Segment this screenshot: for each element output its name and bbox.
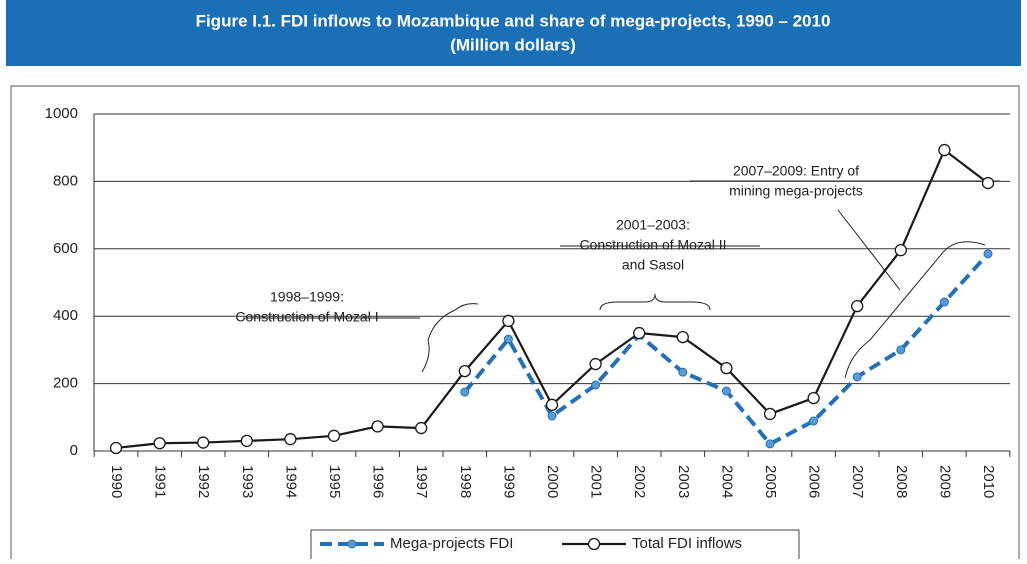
annotation: Construction of Mozal II	[579, 237, 726, 253]
marker	[591, 380, 601, 390]
y-tick-label: 0	[70, 442, 78, 459]
marker	[807, 391, 820, 405]
x-tick-label: 1999	[500, 465, 517, 498]
chart-subtitle: (Million dollars)	[450, 35, 576, 54]
marker	[851, 299, 864, 313]
x-tick-label: 2005	[762, 465, 779, 498]
marker	[503, 334, 513, 344]
x-tick-label: 1990	[108, 465, 125, 498]
title-banner	[6, 0, 1021, 66]
marker	[678, 367, 688, 377]
marker	[240, 434, 253, 448]
y-tick-label: 200	[53, 375, 78, 392]
x-tick-label: 2000	[544, 465, 561, 498]
marker	[415, 421, 428, 435]
legend-marker	[587, 537, 601, 551]
legend-label: Total FDI inflows	[632, 535, 742, 552]
marker	[589, 357, 602, 371]
annotation: 2001–2003:	[616, 217, 690, 233]
marker	[721, 386, 731, 396]
annotation-leaders	[243, 180, 1000, 379]
marker	[765, 439, 775, 449]
x-tick-label: 2003	[675, 465, 692, 498]
x-tick-label: 2002	[631, 465, 648, 498]
marker	[547, 411, 557, 421]
brace	[421, 303, 479, 373]
chart-title: Figure I.1. FDI inflows to Mozambique an…	[196, 11, 831, 30]
x-tick-label: 1996	[370, 465, 387, 498]
marker	[460, 387, 470, 397]
marker	[371, 420, 384, 433]
annotation: 1998–1999:	[270, 289, 344, 305]
marker	[981, 176, 995, 190]
marker	[852, 372, 862, 382]
chart-frame	[10, 85, 1020, 564]
marker	[284, 433, 297, 446]
x-tick-label: 2008	[893, 465, 910, 498]
marker	[763, 407, 777, 421]
x-tick-label: 1997	[413, 465, 430, 498]
brace	[599, 293, 711, 311]
marker	[153, 437, 166, 450]
x-tick-label: 2009	[936, 465, 953, 498]
x-tick-label: 1991	[152, 465, 169, 498]
legend-label: Mega-projects FDI	[390, 535, 513, 552]
marker	[327, 429, 341, 442]
x-tick-label: 1992	[195, 465, 212, 498]
marker	[896, 345, 906, 355]
y-tick-label: 400	[53, 307, 78, 324]
x-tick-label: 2004	[718, 465, 735, 498]
y-tick-label: 600	[53, 240, 78, 257]
marker	[676, 330, 689, 344]
y-tick-label: 800	[53, 172, 78, 189]
annotation: Construction of Mozal I	[235, 309, 378, 325]
x-tick-label: 2001	[588, 465, 605, 498]
marker	[109, 441, 123, 455]
brace	[844, 241, 986, 379]
marker	[938, 143, 951, 157]
x-tick-label: 1994	[282, 465, 299, 498]
marker	[502, 314, 515, 328]
x-tick-label: 2007	[849, 465, 866, 498]
marker	[720, 361, 733, 375]
marker	[939, 297, 949, 307]
marker	[545, 398, 559, 411]
annotation: mining mega-projects	[729, 183, 863, 199]
marker	[197, 436, 210, 449]
leader	[837, 209, 901, 291]
series-line	[463, 252, 990, 447]
x-tick-label: 2010	[980, 465, 997, 498]
marker	[458, 364, 471, 378]
annotation: and Sasol	[622, 257, 684, 273]
marker	[983, 249, 993, 259]
legend-marker	[347, 539, 357, 549]
y-tick-label: 1000	[45, 105, 78, 122]
x-tick-label: 1993	[239, 465, 256, 498]
x-tick-label: 2006	[806, 465, 823, 498]
marker	[809, 416, 819, 426]
marker	[894, 243, 907, 257]
legend-box	[310, 529, 800, 561]
x-tick-label: 1998	[457, 465, 474, 498]
annotation: 2007–2009: Entry of	[733, 163, 859, 179]
marker	[633, 326, 646, 340]
x-tick-label: 1995	[326, 465, 343, 498]
